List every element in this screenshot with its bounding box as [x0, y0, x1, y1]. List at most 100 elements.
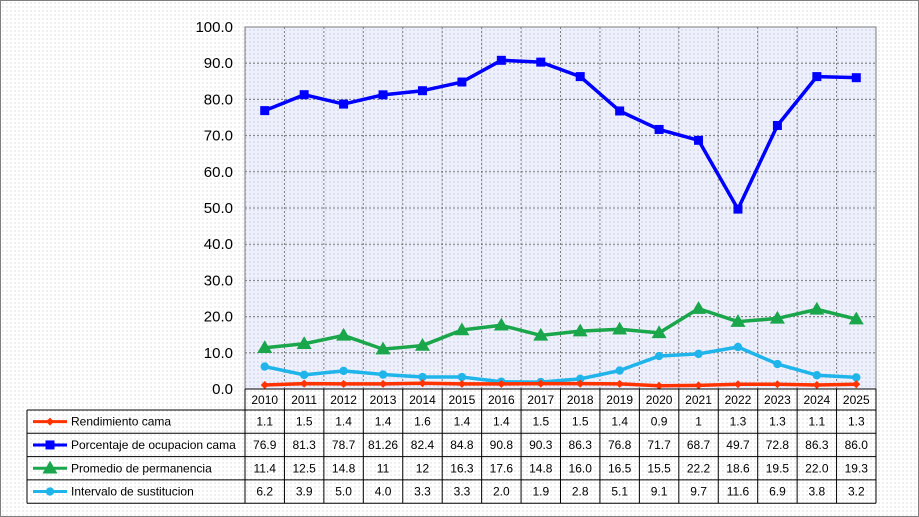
y-tick-label: 20.0 [204, 309, 233, 326]
series-3-point [612, 321, 628, 335]
series-2-point [299, 90, 309, 100]
series-4-point [576, 374, 585, 384]
data-table-value: 90.3 [529, 438, 553, 452]
x-category-label: 2019 [606, 393, 633, 407]
series-1-point [576, 379, 585, 388]
y-tick-label: 30.0 [204, 272, 233, 289]
data-table-value: 22.2 [687, 461, 711, 475]
series-3-point [651, 325, 667, 339]
y-tick-label: 80.0 [204, 91, 233, 108]
data-table-value: 4.0 [375, 485, 392, 499]
legend-label: Porcentaje de ocupacion cama [71, 438, 236, 452]
data-table-value: 16.3 [450, 461, 474, 475]
data-table-value: 3.9 [296, 485, 313, 499]
series-2-point [654, 124, 664, 134]
data-table-value: 81.3 [292, 438, 316, 452]
data-table-value: 12 [416, 461, 430, 475]
series-2-point [812, 72, 822, 82]
series-2-point [417, 86, 427, 96]
data-table-value: 1.5 [296, 415, 313, 429]
series-3-point [454, 322, 470, 336]
x-category-label: 2024 [803, 393, 830, 407]
series-4-point [457, 372, 467, 382]
series-line-3 [264, 306, 857, 351]
data-table-value: 1.9 [532, 485, 549, 499]
y-tick-label: 40.0 [204, 236, 233, 253]
data-table-value: 1.1 [809, 415, 826, 429]
data-table-value: 5.1 [611, 485, 628, 499]
data-table-value: 16.0 [569, 461, 593, 475]
data-table-value: 78.7 [332, 438, 356, 452]
x-category-label: 2014 [409, 393, 436, 407]
legend-label: Promedio de permanencia [71, 461, 212, 475]
y-tick-label: 60.0 [204, 164, 233, 181]
y-tick-label: 100.0 [195, 19, 233, 36]
data-table-value: 1.5 [532, 415, 549, 429]
series-2-point [851, 73, 861, 83]
series-4-point [694, 349, 703, 359]
data-table-value: 3.3 [454, 485, 471, 499]
data-table-value: 72.8 [766, 438, 790, 452]
series-1-point [773, 380, 782, 389]
series-1-point [457, 379, 466, 388]
data-table-value: 19.3 [845, 461, 869, 475]
series-4-point [773, 359, 782, 369]
series-2-point [260, 106, 270, 116]
legend-key-marker [45, 487, 55, 496]
data-table-value: 1.3 [848, 415, 865, 429]
data-table-value: 18.6 [726, 461, 750, 475]
x-category-label: 2017 [527, 393, 554, 407]
data-table-value: 1.1 [256, 415, 273, 429]
data-table-value: 3.8 [809, 485, 826, 499]
series-1-point [300, 379, 309, 388]
data-table-value: 9.1 [651, 485, 668, 499]
data-table-value: 86.0 [845, 438, 869, 452]
legend-key-marker [46, 417, 54, 426]
series-4-point [418, 372, 427, 382]
series-3-point [336, 327, 352, 341]
series-2-point [496, 55, 506, 65]
series-1-point [339, 379, 348, 388]
data-table-value: 82.4 [411, 438, 435, 452]
y-tick-label: 90.0 [204, 55, 233, 72]
data-table-value: 1.3 [769, 415, 786, 429]
data-table-value: 2.8 [572, 485, 589, 499]
series-1-point [379, 379, 388, 388]
data-table-value: 9.7 [690, 485, 707, 499]
series-4-point [299, 370, 309, 380]
y-tick-label: 0.0 [212, 381, 233, 398]
x-category-label: 2020 [646, 393, 673, 407]
series-2-point [615, 106, 625, 116]
x-category-label: 2018 [567, 393, 594, 407]
series-4-point [654, 351, 664, 361]
series-line-2 [264, 58, 857, 211]
series-1-point [852, 380, 861, 389]
y-tick-label: 70.0 [204, 128, 233, 145]
series-1-point [812, 381, 821, 390]
series-3-point [809, 301, 825, 315]
series-4-point [733, 342, 743, 352]
data-table-value: 14.8 [529, 461, 553, 475]
data-table-value: 76.8 [608, 438, 632, 452]
data-table-value: 3.3 [414, 485, 431, 499]
data-table-value: 14.8 [332, 461, 356, 475]
series-1-point [497, 379, 506, 388]
series-4-point [852, 373, 861, 382]
series-3-point [533, 327, 549, 341]
data-table-value: 5.0 [335, 485, 352, 499]
series-3-point [730, 314, 746, 327]
series-3-point [493, 317, 509, 331]
data-table-value: 3.2 [848, 485, 865, 499]
data-table-value: 17.6 [490, 461, 514, 475]
series-3-point [296, 336, 312, 349]
legend-label: Rendimiento cama [71, 415, 171, 429]
series-2-point [733, 204, 743, 214]
x-category-label: 2013 [370, 393, 397, 407]
data-table-value: 6.9 [769, 485, 786, 499]
series-2-point [339, 99, 349, 109]
series-3-point [257, 340, 273, 353]
data-table-value: 11 [377, 461, 390, 475]
x-category-label: 2015 [449, 393, 476, 407]
